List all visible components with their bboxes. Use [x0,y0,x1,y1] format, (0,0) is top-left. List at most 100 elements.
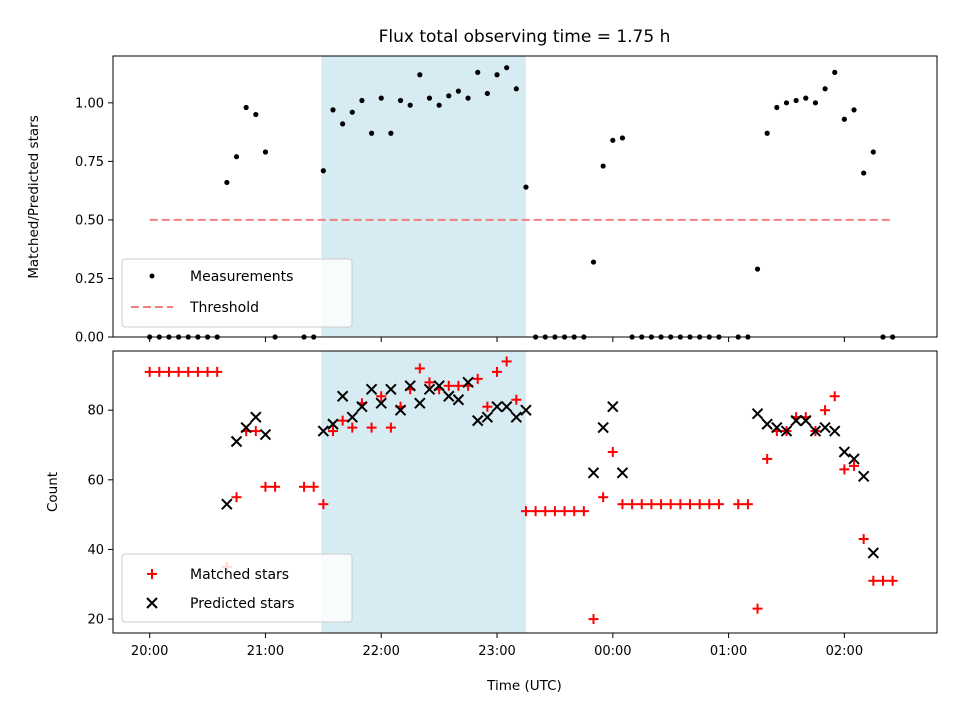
predicted-star-point [500,400,513,413]
matched-star-point [742,499,753,510]
matched-star-point [868,575,879,586]
measurement-point [446,93,452,99]
predicted-star-point [481,411,494,423]
measurement-point [861,170,867,176]
matched-star-point [713,499,724,510]
matched-star-point [569,506,580,517]
measurement-point [484,90,490,97]
matched-star-point [849,460,860,471]
top-legend: Measurements Threshold [121,258,353,328]
top-axis-ticks: 0.00 0.25 0.50 0.75 1.00 [75,96,845,346]
measurement-point [513,86,519,92]
bottom-y-tick-label: 40 [87,543,104,558]
predicted-star-point [250,411,262,423]
predicted-stars-series [221,376,880,559]
predicted-star-point [751,407,764,420]
predicted-star-point [510,411,523,423]
top-highlight-span [321,56,526,337]
predicted-star-point [356,400,368,413]
legend-matched-marker [147,569,157,579]
legend-threshold-label: Threshold [189,300,259,316]
top-axes-frame [112,55,938,338]
predicted-star-point [365,383,378,396]
matched-star-point [154,366,165,377]
predicted-star-point [867,547,880,559]
measurement-point [619,135,626,141]
matched-star-point [598,492,609,503]
measurement-point [870,149,876,155]
measurement-point [610,137,616,143]
measurement-point [465,95,471,101]
x-tick-label: 20:00 [131,644,168,659]
matched-star-point [829,391,840,402]
top-y-tick-label: 0.50 [75,213,104,228]
predicted-star-point [819,421,831,434]
predicted-star-point [327,418,339,430]
predicted-star-point [443,390,455,402]
top-panel: 0.00 0.25 0.50 0.75 1.00 Matched/Predicted s… [26,55,938,346]
measurement-point [783,100,790,106]
measurement-point [494,72,500,78]
measurement-point [754,266,761,272]
matched-star-point [443,380,454,391]
matched-star-point [684,499,695,510]
measurement-point [803,95,809,101]
matched-star-point [665,499,676,510]
predicted-star-point [414,397,426,409]
measurement-point [590,259,597,265]
measurement-point [417,72,423,78]
matched-star-point [636,499,647,510]
matched-star-point [540,506,551,517]
measurement-point [320,168,326,174]
matched-star-point [646,499,657,510]
x-tick-label: 02:00 [826,644,863,659]
x-tick-label: 23:00 [478,644,515,659]
top-y-tick-label: 0.00 [75,331,104,346]
bottom-axes-frame [112,350,938,634]
matched-star-point [366,422,377,433]
predicted-star-point [587,467,600,479]
measurement-point [388,130,394,136]
matched-star-point [299,481,310,492]
matched-star-point [183,366,194,377]
matched-star-point [482,401,493,412]
measurement-point [475,69,481,75]
predicted-star-point [375,397,387,409]
measurement-point [368,130,375,136]
matched-star-point [492,366,503,377]
matched-star-point [270,481,281,492]
predicted-star-point [394,404,407,416]
matched-star-point [202,366,213,377]
measurement-point [330,107,336,113]
legend-predicted-label: Predicted stars [190,596,295,612]
predicted-star-point [491,400,503,413]
measurement-point [426,95,433,101]
predicted-star-point [230,435,243,448]
matched-star-point [656,499,667,510]
matched-star-point [617,499,628,510]
matched-star-point [250,426,261,437]
bottom-y-tick-label: 60 [87,473,104,488]
chart-title: Flux total observing time = 1.75 h [379,27,671,47]
measurement-point [233,154,240,160]
predicted-star-point [462,376,474,389]
legend-predicted-marker [146,597,158,609]
matched-star-point [520,506,531,517]
matched-star-point [627,499,638,510]
predicted-star-point [857,470,870,483]
measurement-point [812,100,819,106]
bottom-legend: Matched stars Predicted stars [121,553,353,623]
bottom-legend-box [121,553,353,623]
top-y-tick-label: 0.75 [75,155,104,170]
measurement-point [793,97,799,104]
matched-star-point [385,422,396,433]
matched-star-point [704,499,715,510]
matched-star-point [327,426,338,437]
top-y-tick-label: 0.25 [75,272,104,287]
bottom-y-tick-label: 80 [87,404,104,419]
predicted-star-point [848,453,860,465]
measurement-point [851,107,857,113]
matched-star-point [212,366,223,377]
measurement-point [340,121,346,127]
predicted-star-point [597,421,609,434]
